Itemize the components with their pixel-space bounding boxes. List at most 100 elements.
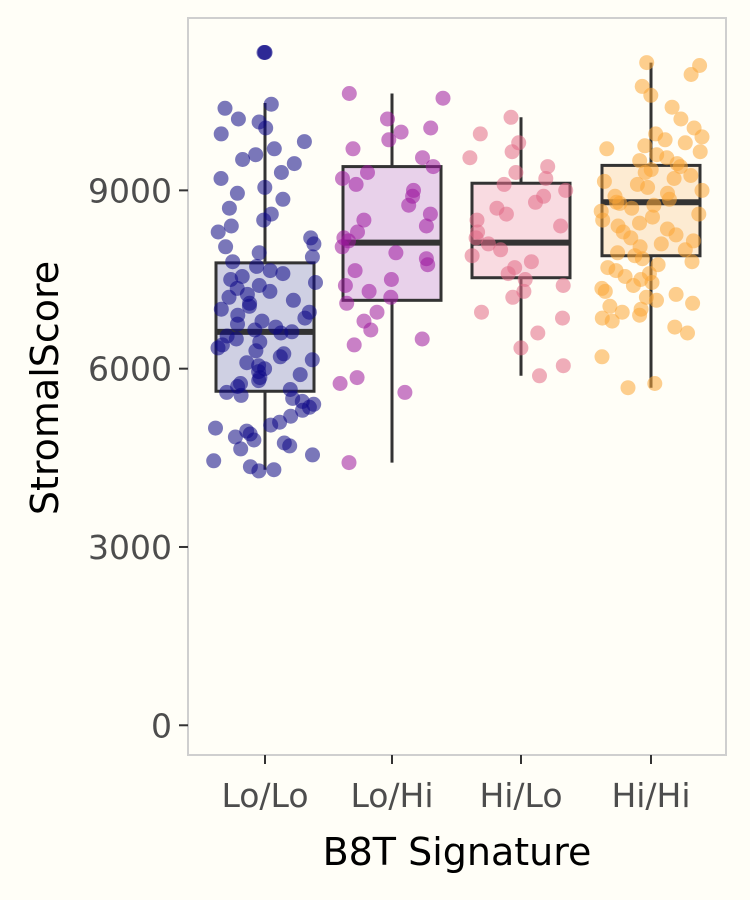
data-point bbox=[332, 376, 348, 391]
data-point bbox=[496, 176, 512, 192]
data-point bbox=[685, 295, 701, 311]
data-point bbox=[221, 200, 237, 216]
data-point bbox=[251, 463, 267, 479]
data-point bbox=[516, 283, 532, 299]
data-point bbox=[538, 171, 554, 186]
data-point bbox=[247, 322, 263, 338]
data-point bbox=[624, 200, 640, 216]
x-tick-label: Hi/Hi bbox=[611, 776, 690, 815]
data-point bbox=[258, 120, 274, 136]
data-point bbox=[677, 242, 693, 258]
data-point bbox=[469, 212, 485, 228]
data-point bbox=[493, 242, 509, 258]
data-point bbox=[513, 340, 529, 356]
box-hi-lo bbox=[470, 117, 572, 376]
data-point bbox=[623, 230, 639, 246]
data-point bbox=[643, 87, 659, 103]
data-point bbox=[381, 132, 397, 148]
data-point bbox=[347, 263, 363, 279]
data-point bbox=[480, 236, 496, 252]
data-point bbox=[422, 206, 438, 222]
data-point bbox=[335, 171, 350, 186]
data-point bbox=[219, 384, 235, 400]
data-point bbox=[266, 141, 282, 157]
data-point bbox=[664, 99, 680, 115]
data-point bbox=[555, 310, 570, 326]
data-point bbox=[640, 179, 656, 195]
x-tick-label: Lo/Hi bbox=[350, 776, 433, 815]
data-point bbox=[262, 263, 278, 279]
data-point bbox=[283, 408, 299, 424]
data-point bbox=[500, 266, 516, 282]
data-point bbox=[692, 144, 708, 160]
data-point bbox=[555, 278, 571, 293]
data-point bbox=[341, 455, 357, 471]
data-point bbox=[251, 245, 267, 261]
data-point bbox=[266, 462, 282, 478]
data-point bbox=[305, 447, 320, 463]
data-point bbox=[361, 283, 377, 299]
data-point bbox=[667, 319, 683, 335]
data-point bbox=[262, 283, 278, 299]
data-point bbox=[360, 165, 375, 180]
data-point bbox=[248, 343, 264, 359]
data-point bbox=[672, 159, 688, 175]
data-point bbox=[644, 275, 660, 290]
data-point bbox=[230, 111, 246, 127]
data-point bbox=[694, 129, 710, 145]
data-point bbox=[393, 124, 409, 140]
data-point bbox=[602, 298, 618, 314]
y-axis-title: StromalScore bbox=[23, 261, 67, 515]
data-point bbox=[249, 258, 265, 274]
data-point bbox=[295, 402, 310, 418]
data-point bbox=[339, 295, 355, 311]
data-point bbox=[272, 349, 288, 365]
data-point bbox=[523, 254, 539, 270]
y-tick-label: 3000 bbox=[88, 528, 172, 567]
data-point bbox=[206, 453, 222, 469]
data-point bbox=[345, 141, 361, 157]
data-point bbox=[229, 185, 245, 201]
data-point bbox=[594, 349, 610, 365]
data-point bbox=[213, 171, 229, 186]
data-point bbox=[234, 269, 250, 284]
data-point bbox=[349, 370, 365, 386]
data-point bbox=[639, 55, 655, 71]
data-point bbox=[225, 254, 241, 270]
data-point bbox=[637, 165, 653, 180]
data-point bbox=[668, 227, 684, 243]
data-point bbox=[297, 310, 313, 326]
data-point bbox=[363, 322, 379, 338]
data-point bbox=[233, 441, 249, 457]
data-point bbox=[634, 251, 650, 267]
data-point bbox=[213, 301, 229, 317]
data-point bbox=[273, 165, 289, 180]
data-point bbox=[612, 195, 628, 211]
data-point bbox=[304, 249, 320, 265]
data-point bbox=[596, 173, 612, 189]
data-point bbox=[383, 272, 399, 287]
data-point bbox=[348, 176, 364, 192]
data-point bbox=[464, 248, 480, 264]
data-point bbox=[213, 126, 229, 142]
data-point bbox=[632, 215, 647, 231]
data-point bbox=[210, 340, 226, 356]
data-point bbox=[555, 358, 571, 374]
data-point bbox=[620, 380, 636, 396]
data-point bbox=[645, 209, 660, 225]
data-point bbox=[241, 298, 257, 314]
data-point bbox=[661, 191, 677, 207]
data-point bbox=[383, 289, 399, 305]
data-point bbox=[223, 218, 239, 234]
y-tick-label: 0 bbox=[151, 706, 172, 745]
data-point bbox=[251, 373, 267, 389]
data-point bbox=[233, 387, 249, 403]
x-tick-label: Lo/Lo bbox=[221, 776, 308, 815]
data-point bbox=[657, 132, 673, 148]
data-point bbox=[208, 420, 223, 436]
data-point bbox=[273, 325, 289, 341]
data-point bbox=[472, 126, 488, 142]
data-point bbox=[684, 254, 700, 270]
